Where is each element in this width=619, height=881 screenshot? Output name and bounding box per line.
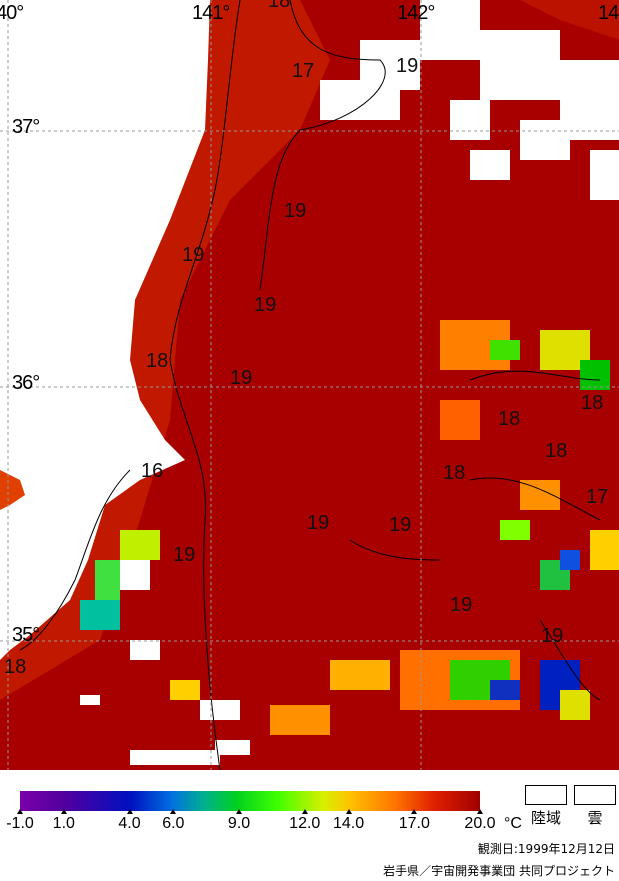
unit-label: °C <box>504 815 522 832</box>
scale-tick-mark <box>345 809 352 814</box>
cloud-label: 雲 <box>587 810 603 827</box>
contour-label: 17 <box>292 60 315 82</box>
contour-label: 19 <box>254 294 277 316</box>
isotherm-contours <box>19 0 601 770</box>
contour-label: 18 <box>498 408 521 430</box>
scale-tick-mark <box>170 809 177 814</box>
cloud-cover <box>80 0 619 765</box>
scale-tick-label: -1.0 <box>6 815 34 832</box>
scale-tick-mark <box>126 809 133 814</box>
contour-label: 19 <box>396 55 419 77</box>
scale-tick-label: 4.0 <box>118 815 141 832</box>
contour-label: 19 <box>173 544 196 566</box>
longitude-label-142: 142° <box>397 2 435 24</box>
contour-label: 19 <box>307 512 330 534</box>
scale-tick-mark <box>17 809 23 814</box>
contour-label: 17 <box>586 486 609 508</box>
contour-label: 18 <box>268 0 291 12</box>
contour-label: 18 <box>4 656 27 678</box>
land-label: 陸域 <box>530 810 562 827</box>
land-swatch <box>525 785 567 805</box>
graticule <box>0 0 619 770</box>
contour-label: 19 <box>450 594 473 616</box>
land-edge-island <box>0 470 25 510</box>
scale-tick-mark <box>411 809 418 814</box>
scale-tick-label: 1.0 <box>52 815 75 832</box>
contour-label: 18 <box>581 392 604 414</box>
contour-label: 19 <box>541 625 564 647</box>
contour-label: 19 <box>284 200 307 222</box>
longitude-label-140: 40° <box>0 2 24 24</box>
scale-tick-mark <box>301 809 308 814</box>
contour-label: 19 <box>389 514 412 536</box>
scale-tick-mark <box>236 809 243 814</box>
scale-tick-mark <box>60 809 67 814</box>
longitude-label-141: 141° <box>192 2 230 24</box>
scale-tick-label: 9.0 <box>227 815 251 832</box>
warm-patch <box>0 0 619 40</box>
scale-tick-label: 14.0 <box>332 815 365 832</box>
latitude-label-37: 37° <box>12 116 40 138</box>
longitude-label-143: 14 <box>598 2 619 24</box>
scale-tick-mark <box>477 809 483 814</box>
mixed-temperature-patches <box>80 320 619 735</box>
latitude-label-36: 36° <box>12 372 40 394</box>
cloud-swatch <box>574 785 616 805</box>
contour-label: 19 <box>182 244 205 266</box>
credit: 岩手県／宇宙開発事業団 共同プロジェクト <box>383 864 615 878</box>
observation-date: 観測日:1999年12月12日 <box>477 842 615 856</box>
scale-tick-label: 12.0 <box>289 815 321 832</box>
contour-label: 18 <box>443 462 466 484</box>
land-honshu <box>0 0 210 660</box>
contour-label: 19 <box>230 367 253 389</box>
contour-label: 16 <box>141 460 164 482</box>
sea-surface-temperature-map <box>0 0 619 770</box>
contour-label: 18 <box>545 440 568 462</box>
scale-tick-label: 17.0 <box>398 815 430 832</box>
scale-tick-label: 20.0 <box>464 815 496 832</box>
scale-tick-label: 6.0 <box>162 815 185 832</box>
temperature-color-scale <box>20 791 480 811</box>
latitude-label-35: 35° <box>12 624 40 646</box>
contour-label: 18 <box>146 350 169 372</box>
